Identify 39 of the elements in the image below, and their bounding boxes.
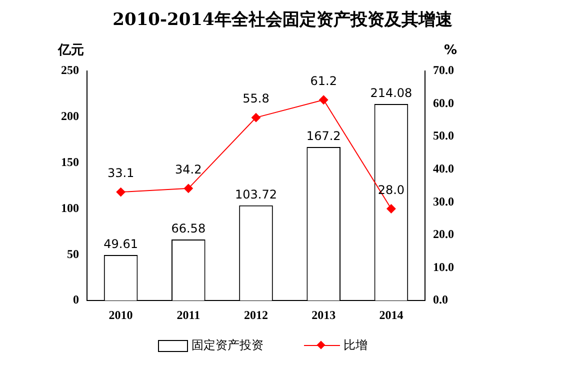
- data-label: 103.72: [235, 187, 277, 202]
- point: [252, 113, 260, 122]
- y-tick-label: 50: [67, 246, 79, 261]
- point: [184, 184, 193, 193]
- y2-tick-label: 10.0: [433, 260, 454, 274]
- y-tick-label: 150: [61, 154, 79, 169]
- y2-tick-label: 0.0: [433, 292, 448, 307]
- chart-title: 2010-2014年全社会固定资产投资及其增速: [112, 9, 454, 31]
- data-label: 49.61: [104, 237, 138, 252]
- data-label: 214.08: [370, 86, 412, 100]
- data-label: 34.2: [175, 162, 202, 177]
- x-tick-label: 2012: [244, 308, 268, 322]
- legend-label: 比增: [344, 337, 368, 354]
- legend-label: 固定资产投资: [192, 337, 264, 354]
- data-label: 167.2: [306, 129, 341, 144]
- y2-tick-label: 70.0: [433, 63, 454, 78]
- point: [116, 188, 126, 197]
- data-label: 66.58: [171, 222, 206, 236]
- x-tick-label: 2013: [312, 308, 336, 322]
- data-label: 61.2: [310, 74, 337, 88]
- y-tick-label: 100: [61, 200, 79, 215]
- y2-tick-label: 30.0: [433, 194, 454, 208]
- y-tick-label: 250: [61, 63, 79, 78]
- x-tick-label: 2010: [108, 308, 133, 322]
- point: [319, 95, 328, 104]
- y-tick-label: 200: [61, 109, 79, 124]
- data-label: 33.1: [107, 166, 134, 180]
- y2-tick-label: 50.0: [433, 128, 454, 143]
- y2-tick-label: 60.0: [433, 96, 454, 110]
- x-tick-label: 2011: [176, 308, 200, 322]
- data-label: 55.8: [242, 92, 270, 106]
- y2-tick-label: 40.0: [433, 161, 454, 176]
- x-tick-label: 2014: [379, 308, 404, 322]
- y2-axis-title: %: [444, 42, 457, 58]
- data-label: 28.0: [378, 182, 405, 197]
- y-tick-label: 0: [73, 292, 79, 307]
- y-axis-title: 亿元: [57, 42, 84, 58]
- y2-tick-label: 20.0: [433, 227, 454, 242]
- point: [386, 204, 396, 214]
